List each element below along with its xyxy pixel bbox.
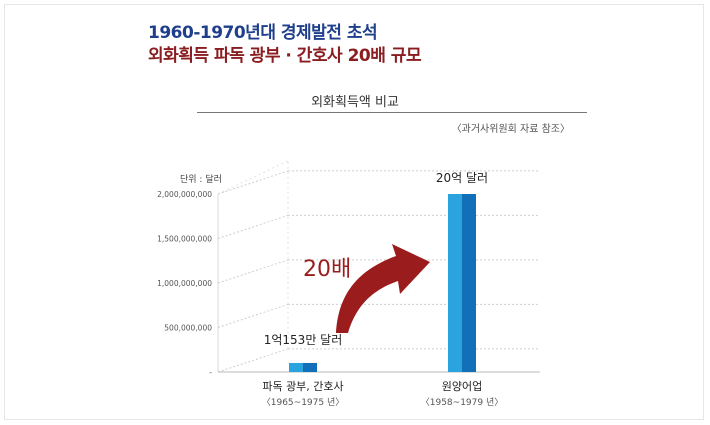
content-frame	[4, 4, 704, 420]
gridline-diagonal	[217, 303, 289, 328]
gridline-diagonal	[217, 214, 289, 239]
gridline-diagonal	[217, 348, 289, 373]
x-category-period: 〈1965~1975 년〉	[262, 397, 345, 408]
bar-shade	[462, 194, 476, 372]
title-divider	[197, 112, 587, 113]
x-category-labels: 파독 광부, 간호사 〈1965~1975 년〉 원양어업 〈1958~1979 년〉	[262, 380, 504, 408]
curved-arrow-icon	[336, 244, 430, 333]
gridline-diagonal	[217, 259, 289, 284]
x-category-label: 파독 광부, 간호사	[262, 380, 343, 393]
data-label: 20억 달러	[436, 171, 488, 185]
bar	[448, 194, 462, 372]
headline-line2: 외화획득 파독 광부 · 간호사 20배 규모	[148, 46, 422, 66]
y-tick-label: 500,000,000	[164, 324, 212, 333]
bars	[289, 194, 476, 372]
gridline-diagonal	[217, 170, 289, 195]
y-tick-label: -	[209, 368, 212, 377]
grid-lines	[217, 160, 540, 373]
headline-line1: 1960-1970년대 경제발전 초석	[148, 23, 378, 43]
top-wall-line	[217, 160, 289, 195]
y-tick-labels: - 500,000,000 1,000,000,000 1,500,000,000 2,…	[157, 190, 212, 377]
source-note: 〈과거사위원회 자료 참조〉	[451, 124, 570, 135]
unit-label: 단위 : 달러	[180, 173, 222, 185]
ratio-annotation: 20배	[303, 244, 430, 333]
y-tick-label: 1,000,000,000	[157, 279, 212, 288]
ratio-annotation-text: 20배	[303, 257, 351, 282]
bar-shade	[303, 362, 317, 372]
chart-title: 외화획득액 비교	[311, 95, 399, 110]
data-label: 1억153만 달러	[264, 333, 343, 347]
bar	[289, 362, 303, 372]
x-category-label: 원양어업	[442, 380, 482, 393]
y-tick-label: 1,500,000,000	[157, 235, 212, 244]
y-tick-label: 2,000,000,000	[157, 190, 212, 199]
x-category-period: 〈1958~1979 년〉	[421, 397, 504, 408]
data-labels: 1억153만 달러 20억 달러	[264, 171, 488, 347]
